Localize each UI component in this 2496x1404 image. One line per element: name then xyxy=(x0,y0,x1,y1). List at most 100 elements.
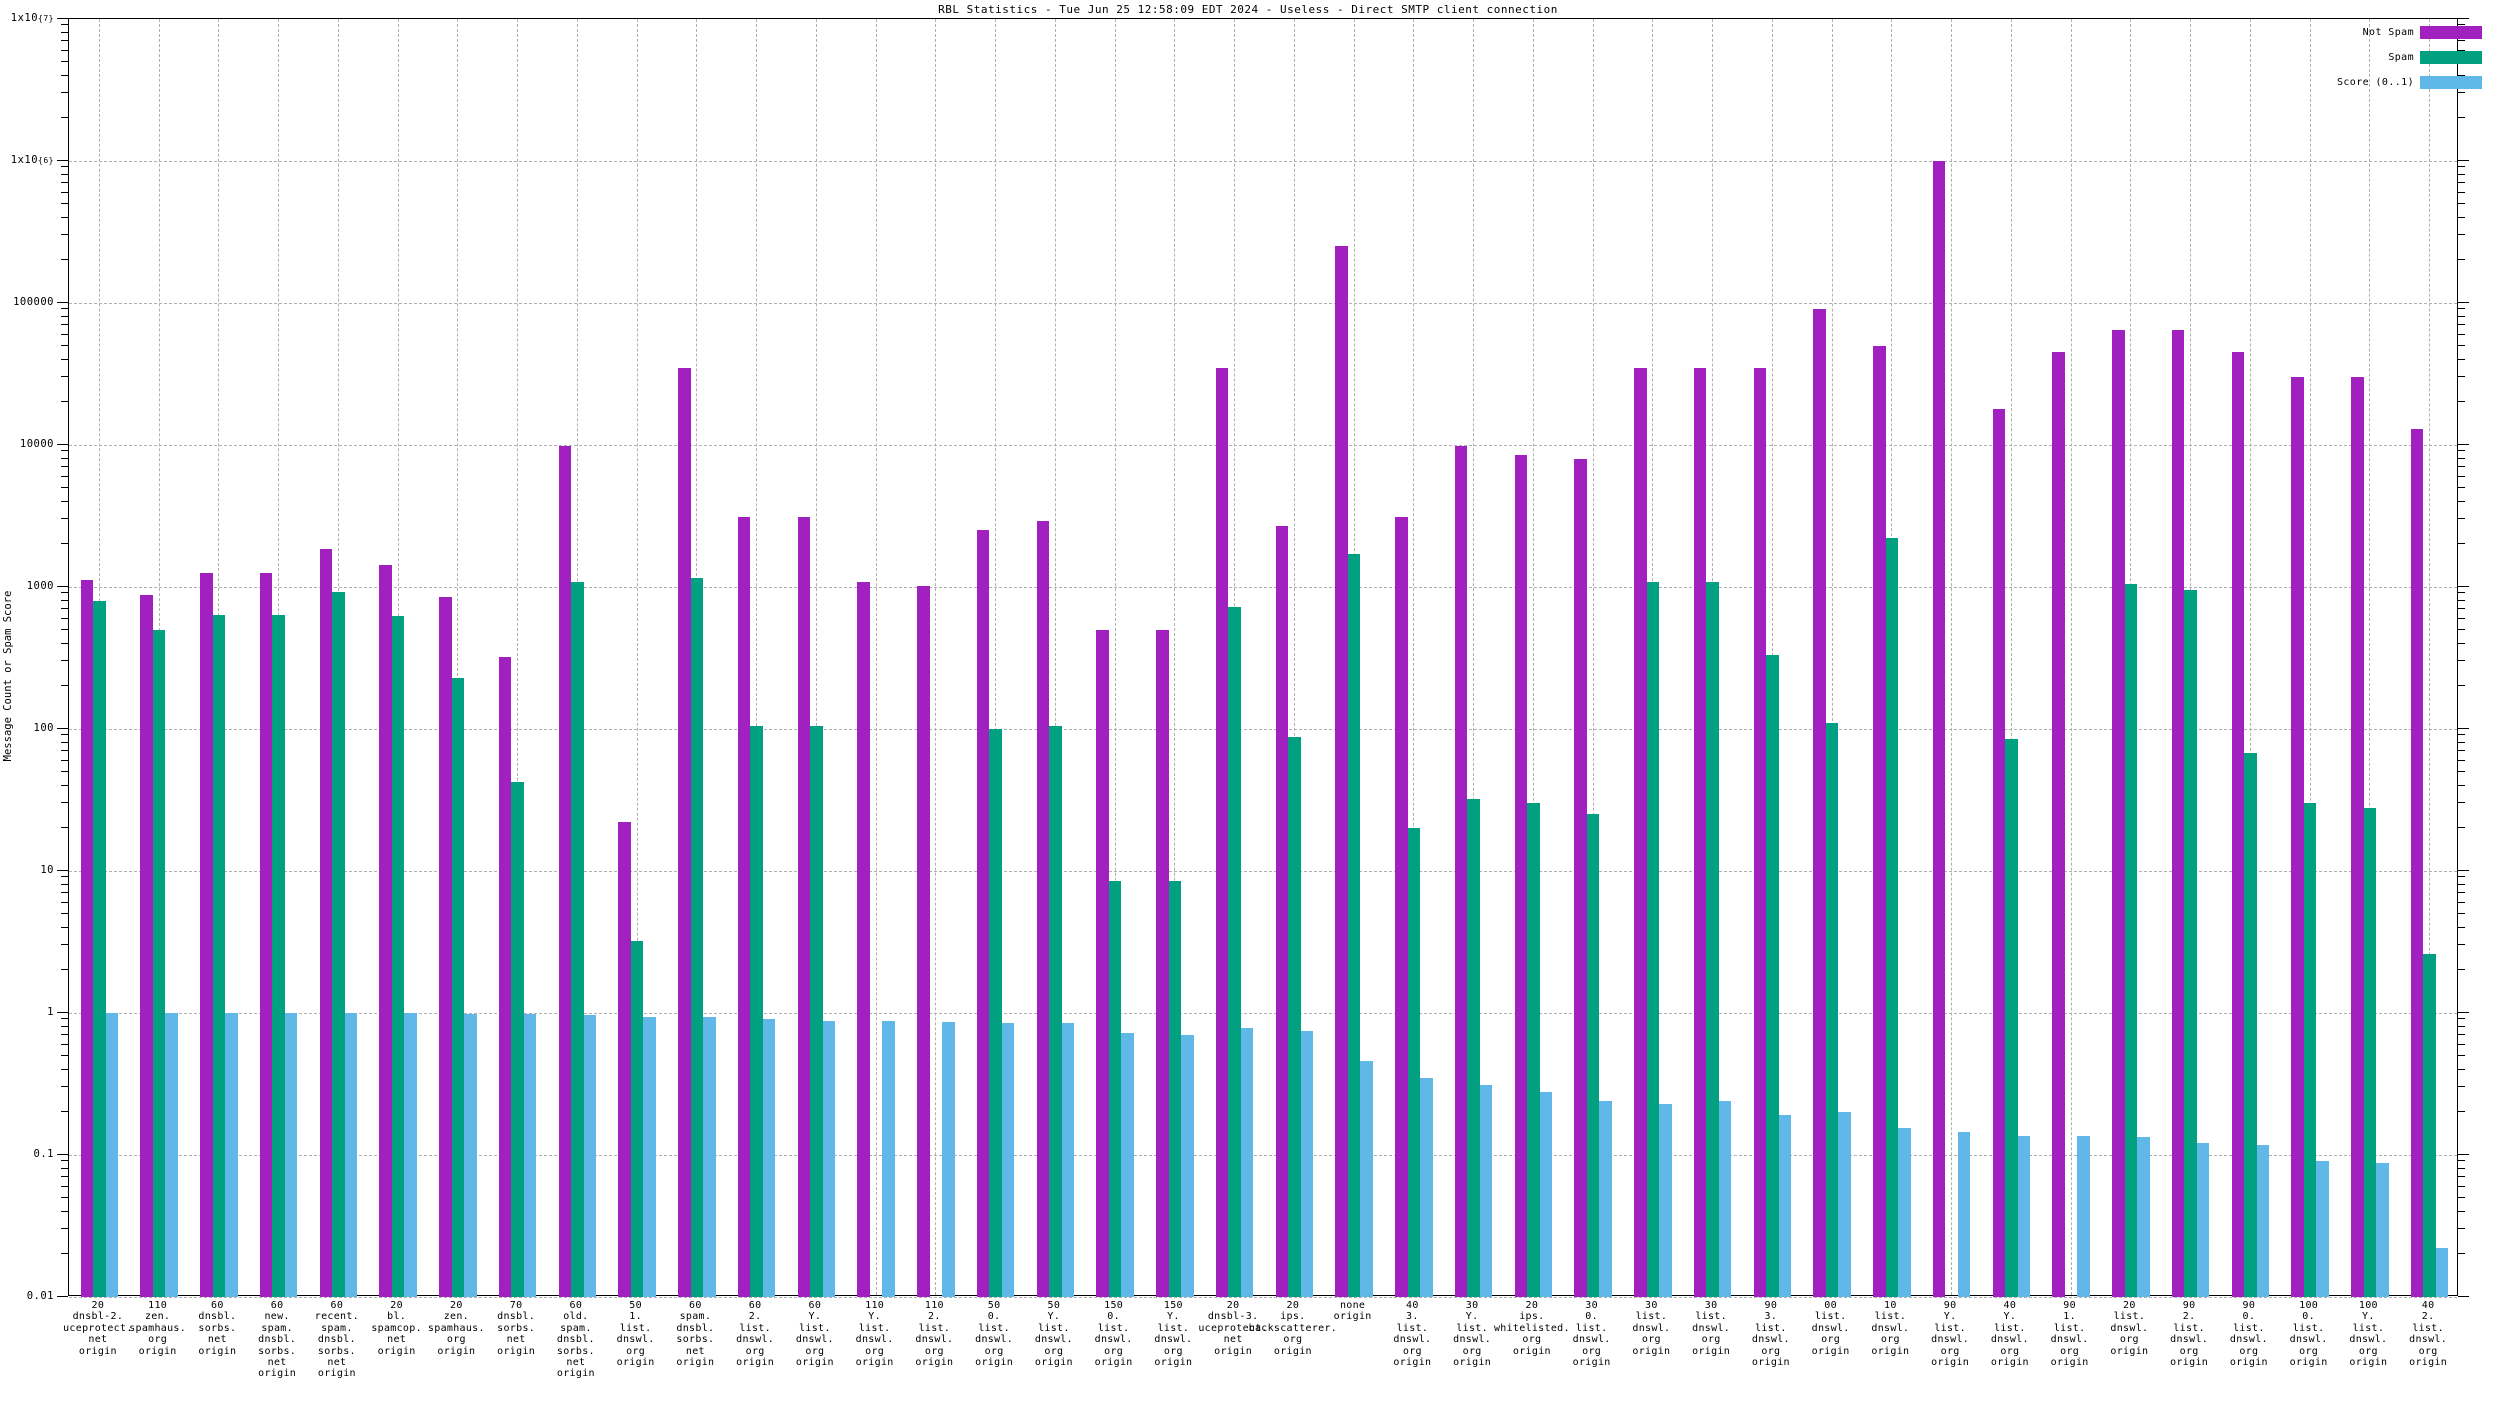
bar-score xyxy=(1181,1034,1194,1297)
bar-score xyxy=(822,1020,836,1297)
x-axis-tick-label: none origin xyxy=(1333,1300,1372,1323)
y-axis: 1x10{7} 1x10{6} 100000 10000 1000 100 10 1 0.1 0.… xyxy=(0,0,68,1404)
y-axis-minor-tick-right xyxy=(2458,24,2465,26)
x-axis-tick-label: 20 list. dnswl. org origin xyxy=(2110,1300,2149,1357)
bar-spam xyxy=(451,677,465,1297)
y-axis-minor-tick-right xyxy=(2458,1086,2465,1088)
bar-not-spam xyxy=(1514,455,1528,1297)
x-axis-tick-label: 90 Y. list. dnswl. org origin xyxy=(1931,1300,1970,1369)
y-axis-minor-tick-right xyxy=(2458,74,2465,76)
y-axis-minor-tick-right xyxy=(2458,475,2465,477)
y-axis-minor-tick-right xyxy=(2458,642,2465,644)
y-axis-minor-tick-right xyxy=(2458,166,2465,168)
y-axis-minor-tick xyxy=(61,969,68,971)
y-axis-tick xyxy=(57,444,68,445)
y-axis-tick-label: 100 xyxy=(33,722,54,734)
bar-not-spam xyxy=(2112,329,2125,1297)
y-axis-minor-tick xyxy=(61,173,68,175)
y-axis-tick xyxy=(57,18,68,19)
y-axis-minor-tick xyxy=(61,912,68,914)
y-axis-minor-tick xyxy=(61,457,68,459)
gridline-vertical xyxy=(756,19,758,1295)
y-axis-tick xyxy=(57,1012,68,1013)
y-axis-minor-tick xyxy=(61,926,68,928)
bar-not-spam xyxy=(80,580,94,1297)
y-axis-minor-tick-right xyxy=(2458,333,2465,335)
y-axis-minor-tick xyxy=(61,216,68,218)
y-axis-minor-tick-right xyxy=(2458,749,2465,751)
y-axis-minor-tick-right xyxy=(2458,181,2465,183)
x-axis-tick-label: 20 bl. spamcop. net origin xyxy=(371,1300,422,1357)
legend-item[interactable]: Not Spam xyxy=(2310,22,2482,42)
bar-spam xyxy=(1288,736,1301,1297)
bar-not-spam xyxy=(498,657,512,1297)
legend-item[interactable]: Spam xyxy=(2310,47,2482,67)
bar-not-spam xyxy=(1574,458,1587,1297)
bar-spam xyxy=(750,725,763,1297)
x-axis-tick-label: 20 zen. spamhaus. org origin xyxy=(427,1300,485,1357)
y-axis-minor-tick-right xyxy=(2458,173,2465,175)
y-axis-minor-tick-right xyxy=(2458,802,2465,804)
x-axis-tick-label: 40 3. list. dnswl. org origin xyxy=(1393,1300,1432,1369)
bar-score xyxy=(284,1013,298,1297)
y-axis-tick-label: 10000 xyxy=(19,438,54,450)
gridline-vertical xyxy=(875,19,877,1295)
y-axis-minor-tick xyxy=(61,944,68,946)
gridline-vertical xyxy=(1293,19,1295,1295)
bar-spam xyxy=(1706,582,1719,1297)
bar-not-spam xyxy=(200,573,213,1297)
x-axis-tick-label: 60 recent. spam. dnsbl. sorbs. net origi… xyxy=(314,1300,359,1380)
bar-not-spam xyxy=(1813,309,1826,1297)
gridline-vertical xyxy=(815,19,817,1295)
gridline-vertical xyxy=(2070,19,2072,1295)
gridline-vertical xyxy=(2309,19,2311,1295)
legend-item[interactable]: Score (0..1) xyxy=(2310,72,2482,92)
bar-score xyxy=(1300,1030,1314,1297)
bar-score xyxy=(1001,1023,1015,1297)
y-axis-minor-tick xyxy=(61,741,68,743)
y-axis-minor-tick xyxy=(61,117,68,119)
bar-spam xyxy=(152,629,166,1297)
x-axis-tick-label: 100 Y. list. dnswl. org origin xyxy=(2349,1300,2388,1369)
y-axis-tick-label: 1000 xyxy=(26,580,54,592)
y-axis-tick-right xyxy=(2458,1296,2469,1297)
x-axis-tick-label: 60 dnsbl. sorbs. net origin xyxy=(198,1300,237,1357)
bar-not-spam xyxy=(678,367,691,1297)
legend-color-swatch xyxy=(2420,25,2482,39)
bar-score xyxy=(2137,1137,2150,1297)
y-axis-minor-tick-right xyxy=(2458,92,2465,94)
y-axis-minor-tick-right xyxy=(2458,628,2465,630)
bar-spam xyxy=(1108,881,1122,1297)
y-axis-minor-tick-right xyxy=(2458,1054,2465,1056)
bar-not-spam xyxy=(140,594,153,1297)
gridline-vertical xyxy=(995,19,997,1295)
bar-score xyxy=(2017,1135,2031,1297)
bar-not-spam xyxy=(379,565,392,1297)
y-axis-minor-tick xyxy=(61,876,68,878)
bar-not-spam xyxy=(1096,629,1109,1297)
bar-not-spam xyxy=(618,822,631,1297)
bar-spam xyxy=(2124,583,2138,1297)
bar-not-spam xyxy=(857,582,870,1297)
y-axis-minor-tick xyxy=(61,191,68,193)
y-axis-minor-tick-right xyxy=(2458,741,2465,743)
gridline-horizontal xyxy=(69,161,2457,162)
bar-score xyxy=(703,1017,716,1297)
bar-score xyxy=(1659,1103,1672,1297)
y-axis-minor-tick-right xyxy=(2458,457,2465,459)
x-axis-tick-label: 20 ips. whitelisted. org origin xyxy=(1493,1300,1570,1357)
chart-title: RBL Statistics - Tue Jun 25 12:58:09 EDT… xyxy=(938,3,1558,16)
bar-score xyxy=(1718,1101,1732,1297)
y-axis-minor-tick-right xyxy=(2458,1160,2465,1162)
y-axis-minor-tick xyxy=(61,202,68,204)
x-axis-tick-label: 50 Y. list. dnswl. org origin xyxy=(1034,1300,1073,1369)
gridline-horizontal xyxy=(69,1297,2457,1298)
x-axis-tick-label: 90 2. list. dnswl. org origin xyxy=(2170,1300,2209,1369)
bar-not-spam xyxy=(1335,246,1348,1297)
bar-score xyxy=(1061,1023,1075,1297)
y-axis-tick-right xyxy=(2458,586,2469,587)
bar-spam xyxy=(1825,723,1839,1297)
y-axis-minor-tick-right xyxy=(2458,944,2465,946)
y-axis-minor-tick xyxy=(61,1210,68,1212)
bar-score xyxy=(583,1014,597,1297)
